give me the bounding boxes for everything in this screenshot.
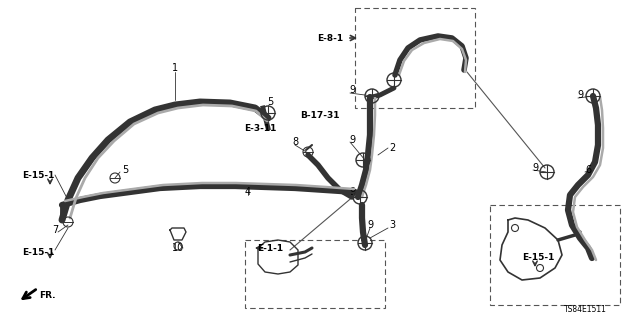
Bar: [355, 8, 475, 108]
Text: 7: 7: [52, 225, 58, 235]
Text: E-15-1: E-15-1: [22, 171, 54, 180]
Text: 9: 9: [577, 90, 583, 100]
Text: 10: 10: [172, 243, 184, 253]
Text: 9: 9: [349, 85, 355, 95]
Text: B-17-31: B-17-31: [300, 110, 340, 119]
Text: 5: 5: [267, 97, 273, 107]
Text: 4: 4: [245, 187, 251, 197]
Text: 8: 8: [292, 137, 298, 147]
Text: 9: 9: [349, 187, 355, 197]
Text: TS84E1511: TS84E1511: [564, 306, 607, 315]
Text: E-8-1: E-8-1: [317, 34, 343, 43]
Text: 3: 3: [389, 220, 395, 230]
Text: E-15-1: E-15-1: [22, 247, 54, 257]
Text: 1: 1: [172, 63, 178, 73]
Bar: [245, 240, 385, 308]
Text: E-1-1: E-1-1: [257, 244, 283, 252]
Text: 2: 2: [389, 143, 395, 153]
Text: 9: 9: [349, 135, 355, 145]
Text: E-15-1: E-15-1: [522, 253, 554, 262]
Text: E-3-11: E-3-11: [244, 124, 276, 132]
Text: FR.: FR.: [39, 291, 55, 300]
Bar: [490, 205, 620, 305]
Text: 9: 9: [367, 220, 373, 230]
Text: 6: 6: [585, 165, 591, 175]
Text: 5: 5: [122, 165, 128, 175]
Text: 9: 9: [532, 163, 538, 173]
